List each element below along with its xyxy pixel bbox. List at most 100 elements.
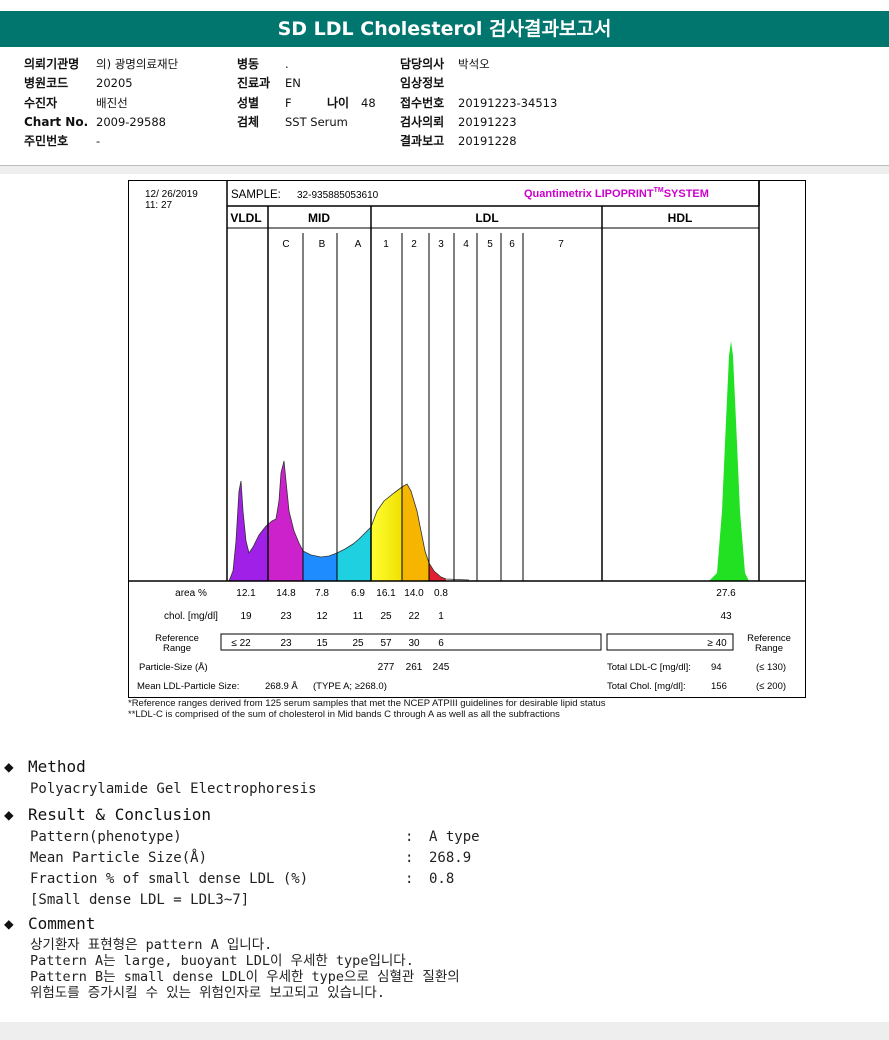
ref-right-label-line1: Reference: [747, 633, 791, 644]
header-mid: MID: [308, 211, 330, 225]
fraction-fill-ldl-3: [429, 563, 446, 581]
fraction-fill-hdl: [673, 341, 749, 581]
result-item-label: Pattern(phenotype): [30, 829, 182, 845]
info-value: F: [285, 95, 292, 110]
info-label: 병원코드: [24, 76, 69, 91]
lipoprint-chart: 12/ 26/2019 11: 27 SAMPLE: 32-9358850536…: [129, 181, 805, 692]
result-item: Mean Particle Size(Å):268.9: [30, 848, 480, 869]
band-label-5: 5: [487, 239, 493, 250]
ref-value-hdl: ≥ 40: [707, 638, 727, 649]
mean-size-label: Mean LDL-Particle Size:: [137, 681, 239, 692]
ref-range-box-ldl: [220, 633, 602, 651]
system-name: Quantimetrix LIPOPRINTTMSYSTEM: [524, 187, 709, 200]
area-value: 14.8: [276, 588, 296, 599]
area-value: 12.1: [236, 588, 256, 599]
method-heading: ◆ Method: [4, 757, 86, 776]
info-value: 2009-29588: [96, 114, 166, 129]
info-label: 병동: [237, 57, 260, 71]
report-title: SD LDL Cholesterol 검사결과보고서: [0, 11, 889, 47]
diamond-icon: ◆: [4, 757, 14, 776]
comment-body: 상기환자 표현형은 pattern A 입니다. Pattern A는 larg…: [30, 937, 460, 1001]
method-text: Polyacrylamide Gel Electrophoresis: [30, 781, 317, 797]
divider-band: [0, 166, 889, 174]
mean-size-value: 268.9 Å: [265, 681, 298, 692]
info-value: 배진선: [96, 95, 128, 110]
ref-label-line1: Reference: [155, 633, 199, 644]
total-chol-ref: (≤ 200): [756, 681, 786, 692]
comment-line: Pattern A는 large, buoyant LDL이 우세한 type입…: [30, 953, 414, 969]
ref-value: 57: [380, 638, 392, 649]
fraction-fill-mid-c: [268, 461, 303, 581]
info-label: 검사의뢰: [400, 114, 445, 129]
band-label-4: 4: [463, 239, 469, 250]
band-label-3: 3: [438, 239, 444, 250]
info-value: 20191223-34513: [458, 95, 558, 110]
comment-heading: ◆ Comment: [4, 914, 95, 933]
chol-label: chol. [mg/dl]: [164, 611, 218, 622]
total-chol-value: 156: [711, 681, 727, 692]
band-label-2: 2: [411, 239, 417, 250]
total-ldl-value: 94: [711, 662, 722, 673]
result-heading-text: Result & Conclusion: [28, 805, 212, 824]
method-heading-text: Method: [28, 757, 86, 776]
footnote-2: **LDL-C is comprised of the sum of chole…: [128, 709, 560, 720]
chol-value-hdl: 43: [720, 611, 732, 622]
band-label-c: C: [282, 239, 289, 250]
band-label-b: B: [319, 239, 326, 250]
info-column-2: 병동. 진료과 EN 성별 F 나이 48 검체 SST Serum: [237, 55, 376, 132]
fraction-fill-ldl-1: [371, 487, 402, 581]
chol-value: 19: [240, 611, 252, 622]
info-label: 수진자: [24, 95, 58, 110]
mean-size-type: (TYPE A; ≥268.0): [313, 681, 387, 692]
ref-value: 25: [352, 638, 364, 649]
psize-value: 277: [378, 662, 395, 673]
curve-outline: [228, 460, 470, 582]
header-hdl: HDL: [668, 211, 693, 225]
info-label: 의뢰기관명: [24, 57, 80, 71]
footnote-1: *Reference ranges derived from 125 serum…: [128, 698, 606, 709]
result-item-value: 268.9: [429, 850, 472, 866]
comment-heading-text: Comment: [28, 914, 96, 933]
result-item-value: 0.8: [429, 871, 455, 887]
report-date: 12/ 26/2019: [145, 189, 198, 200]
band-label-7: 7: [558, 239, 564, 250]
info-label: 결과보고: [400, 134, 445, 149]
ref-value: 30: [408, 638, 420, 649]
info-value-age: 48: [361, 95, 376, 110]
area-value: 16.1: [376, 588, 396, 599]
ref-value: ≤ 22: [231, 638, 251, 649]
chol-value: 12: [316, 611, 328, 622]
info-value: 20205: [96, 76, 133, 91]
info-label: 주민번호: [24, 134, 69, 149]
info-label: 성별: [237, 95, 260, 110]
total-chol-label: Total Chol. [mg/dl]:: [607, 681, 686, 692]
info-value: 의) 광명의료재단: [96, 57, 179, 71]
info-value: EN: [285, 76, 301, 91]
fraction-fill-ldl-2: [402, 484, 429, 581]
info-value: .: [285, 57, 289, 71]
chol-value: 1: [438, 611, 444, 622]
diamond-icon: ◆: [4, 805, 14, 824]
result-item-label: Mean Particle Size(Å): [30, 850, 208, 866]
comment-line: 위험도를 증가시킬 수 있는 위험인자로 보고되고 있습니다.: [30, 985, 385, 1001]
report-time: 11: 27: [145, 200, 172, 211]
result-list: Pattern(phenotype): A type Mean Particle …: [30, 827, 480, 911]
info-label: 임상정보: [400, 76, 445, 91]
info-label: 접수번호: [400, 95, 445, 110]
band-label-a: A: [355, 239, 362, 250]
total-ldl-label: Total LDL-C [mg/dl]:: [607, 662, 691, 673]
info-column-3: 담당의사 박석오 임상정보 접수번호 20191223-34513 검사의뢰 2019…: [400, 55, 557, 151]
info-value: 20191228: [458, 134, 517, 149]
info-label-age: 나이: [327, 95, 350, 110]
total-ldl-ref: (≤ 130): [756, 662, 786, 673]
ref-value: 15: [316, 638, 328, 649]
area-label: area %: [175, 588, 207, 599]
info-column-1: 의뢰기관명 의) 광명의료재단 병원코드 20205 수진자 배진선 Chart No…: [24, 55, 178, 151]
result-item-label: Fraction % of small dense LDL (%): [30, 871, 309, 887]
psize-value: 245: [433, 662, 450, 673]
band-label-6: 6: [509, 239, 515, 250]
sample-id: 32-935885053610: [297, 190, 379, 201]
divider: [0, 165, 889, 166]
comment-line: 상기환자 표현형은 pattern A 입니다.: [30, 937, 273, 953]
